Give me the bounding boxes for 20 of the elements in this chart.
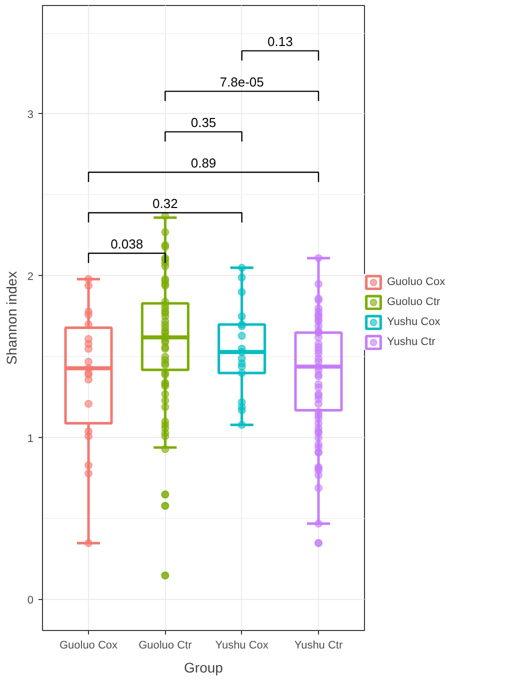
- x-axis-title: Group: [184, 660, 224, 676]
- annotation: 7.8e-05: [220, 74, 264, 90]
- x-tick-label: Guoluo Ctr: [138, 640, 192, 652]
- legend-label: Yushu Cox: [387, 316, 440, 328]
- annotation: 0.13: [268, 34, 293, 49]
- y-tick-label: 3: [27, 108, 34, 121]
- annotation: 0.32: [152, 196, 178, 211]
- x-tick-label: Yushu Cox: [215, 640, 269, 652]
- legend-label: Guoluo Cox: [387, 276, 446, 288]
- y-tick-label: 2: [27, 270, 34, 283]
- x-tick-label: Guoluo Cox: [59, 640, 118, 652]
- legend-label: Guoluo Ctr: [387, 296, 440, 308]
- legend-label: Yushu Ctr: [387, 336, 436, 348]
- annotation: 0.35: [190, 114, 216, 130]
- y-tick-label: 0: [27, 594, 34, 607]
- x-tick-label: Yushu Ctr: [294, 640, 343, 652]
- annotation: 0.89: [190, 155, 216, 170]
- annotation: 0.038: [110, 236, 144, 252]
- y-tick-label: 1: [27, 432, 34, 445]
- y-axis-title: Shannon index: [3, 271, 20, 365]
